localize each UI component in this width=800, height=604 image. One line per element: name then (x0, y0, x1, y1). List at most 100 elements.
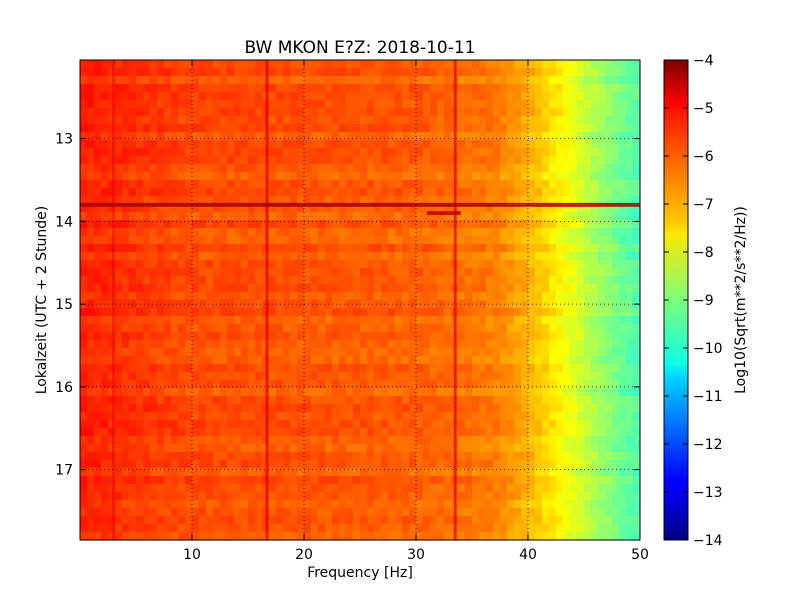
heatmap-cell (192, 92, 200, 101)
heatmap-cell (122, 188, 130, 197)
heatmap-cell (577, 132, 585, 141)
heatmap-cell (199, 148, 207, 157)
heatmap-cell (381, 364, 389, 373)
heatmap-cell (395, 532, 403, 541)
heatmap-cell (129, 356, 137, 365)
heatmap-cell (101, 348, 109, 357)
heatmap-cell (150, 468, 158, 477)
heatmap-cell (206, 276, 214, 285)
heatmap-cell (227, 396, 235, 405)
heatmap-cell (87, 364, 95, 373)
heatmap-cell (388, 276, 396, 285)
heatmap-cell (472, 92, 480, 101)
heatmap-cell (514, 132, 522, 141)
heatmap-cell (493, 148, 501, 157)
heatmap-cell (80, 324, 88, 333)
heatmap-cell (80, 332, 88, 341)
heatmap-cell (178, 116, 186, 125)
heatmap-cell (185, 460, 193, 469)
heatmap-cell (563, 452, 571, 461)
heatmap-cell (360, 124, 368, 133)
heatmap-cell (556, 300, 564, 309)
heatmap-cell (150, 212, 158, 221)
heatmap-cell (423, 140, 431, 149)
heatmap-cell (185, 244, 193, 253)
heatmap-cell (549, 292, 557, 301)
heatmap-cell (507, 228, 515, 237)
heatmap-cell (248, 188, 256, 197)
heatmap-cell (255, 220, 263, 229)
heatmap-cell (395, 324, 403, 333)
heatmap-cell (626, 92, 634, 101)
heatmap-cell (311, 532, 319, 541)
heatmap-cell (101, 308, 109, 317)
heatmap-cell (269, 172, 277, 181)
heatmap-cell (507, 172, 515, 181)
heatmap-cell (416, 372, 424, 381)
colorbar-tick-label: −10 (693, 341, 723, 357)
heatmap-cell (108, 324, 116, 333)
heatmap-cell (297, 324, 305, 333)
heatmap-cell (395, 468, 403, 477)
heatmap-cell (311, 164, 319, 173)
heatmap-cell (248, 148, 256, 157)
heatmap-cell (458, 196, 466, 205)
heatmap-cell (297, 268, 305, 277)
heatmap-cell (276, 116, 284, 125)
heatmap-cell (584, 324, 592, 333)
heatmap-cell (136, 300, 144, 309)
heatmap-cell (143, 444, 151, 453)
heatmap-cell (500, 132, 508, 141)
heatmap-cell (234, 140, 242, 149)
heatmap-cell (353, 508, 361, 517)
heatmap-cell (409, 484, 417, 493)
heatmap-cell (507, 180, 515, 189)
heatmap-cell (304, 140, 312, 149)
heatmap-cell (171, 156, 179, 165)
heatmap-cell (472, 212, 480, 221)
heatmap-cell (402, 292, 410, 301)
heatmap-cell (570, 164, 578, 173)
heatmap-cell (332, 212, 340, 221)
heatmap-cell (542, 316, 550, 325)
heatmap-cell (423, 308, 431, 317)
heatmap-cell (115, 292, 123, 301)
heatmap-cell (241, 260, 249, 269)
heatmap-cell (157, 412, 165, 421)
heatmap-cell (304, 308, 312, 317)
heatmap-cell (171, 460, 179, 469)
heatmap-cell (227, 140, 235, 149)
heatmap-cell (493, 420, 501, 429)
heatmap-cell (304, 212, 312, 221)
heatmap-cell (241, 188, 249, 197)
heatmap-cell (129, 204, 137, 213)
heatmap-cell (283, 300, 291, 309)
heatmap-cell (80, 244, 88, 253)
heatmap-cell (493, 140, 501, 149)
heatmap-cell (598, 284, 606, 293)
heatmap-cell (388, 108, 396, 117)
heatmap-cell (150, 148, 158, 157)
heatmap-cell (255, 468, 263, 477)
heatmap-cell (164, 172, 172, 181)
heatmap-cell (318, 436, 326, 445)
heatmap-cell (199, 284, 207, 293)
heatmap-cell (507, 532, 515, 541)
heatmap-cell (192, 388, 200, 397)
heatmap-cell (465, 468, 473, 477)
heatmap-cell (633, 532, 641, 541)
heatmap-cell (612, 132, 620, 141)
heatmap-cell (507, 436, 515, 445)
heatmap-cell (542, 124, 550, 133)
heatmap-cell (479, 140, 487, 149)
heatmap-cell (80, 228, 88, 237)
heatmap-cell (542, 212, 550, 221)
heatmap-cell (577, 188, 585, 197)
heatmap-cell (528, 100, 536, 109)
heatmap-cell (395, 364, 403, 373)
heatmap-cell (94, 244, 102, 253)
heatmap-cell (514, 412, 522, 421)
heatmap-cell (157, 92, 165, 101)
heatmap-cell (101, 460, 109, 469)
heatmap-cell (353, 364, 361, 373)
